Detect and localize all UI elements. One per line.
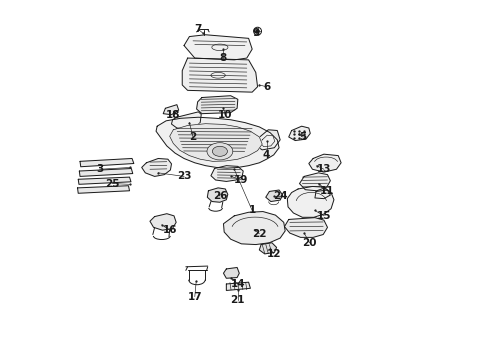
Text: 14: 14 (230, 279, 245, 289)
Ellipse shape (256, 30, 259, 33)
Polygon shape (266, 190, 283, 202)
Polygon shape (170, 124, 262, 161)
Text: 20: 20 (302, 238, 317, 248)
Polygon shape (289, 126, 310, 140)
Text: 25: 25 (105, 179, 120, 189)
Polygon shape (182, 58, 258, 92)
Text: 4: 4 (263, 150, 270, 160)
Text: 7: 7 (195, 24, 202, 35)
Text: 15: 15 (317, 211, 331, 221)
Polygon shape (211, 166, 243, 181)
Polygon shape (207, 188, 228, 202)
Polygon shape (315, 190, 330, 199)
Polygon shape (78, 177, 131, 184)
Text: 22: 22 (252, 229, 267, 239)
Text: 8: 8 (220, 53, 227, 63)
Polygon shape (255, 130, 280, 150)
Text: 19: 19 (234, 175, 248, 185)
Polygon shape (309, 154, 341, 172)
Polygon shape (163, 105, 179, 115)
Polygon shape (79, 168, 133, 176)
Text: 9: 9 (252, 28, 259, 38)
Polygon shape (260, 135, 275, 147)
Text: 2: 2 (189, 132, 196, 142)
Text: 1: 1 (248, 206, 256, 216)
Polygon shape (150, 214, 176, 230)
Text: 21: 21 (231, 295, 245, 305)
Polygon shape (172, 112, 201, 128)
Polygon shape (142, 158, 172, 176)
Text: 12: 12 (267, 248, 281, 258)
Text: 6: 6 (263, 82, 270, 92)
Text: 26: 26 (213, 191, 227, 201)
Polygon shape (223, 212, 285, 244)
Text: 10: 10 (218, 111, 233, 121)
Polygon shape (223, 267, 239, 278)
Polygon shape (77, 186, 129, 193)
Ellipse shape (212, 146, 227, 156)
Polygon shape (156, 117, 279, 168)
Polygon shape (226, 282, 250, 291)
Text: 23: 23 (177, 171, 191, 181)
Text: 5: 5 (299, 132, 306, 142)
Polygon shape (287, 186, 334, 217)
Polygon shape (299, 173, 330, 191)
Text: 3: 3 (96, 164, 103, 174)
Polygon shape (259, 243, 276, 254)
Polygon shape (285, 218, 327, 237)
Ellipse shape (207, 143, 233, 160)
Text: 17: 17 (188, 292, 202, 302)
Text: 18: 18 (166, 111, 180, 121)
Text: 16: 16 (163, 225, 177, 235)
Polygon shape (80, 158, 134, 167)
Text: 11: 11 (320, 186, 335, 196)
Text: 13: 13 (317, 164, 331, 174)
Text: 24: 24 (273, 191, 288, 201)
Polygon shape (196, 96, 238, 114)
Polygon shape (184, 35, 252, 60)
